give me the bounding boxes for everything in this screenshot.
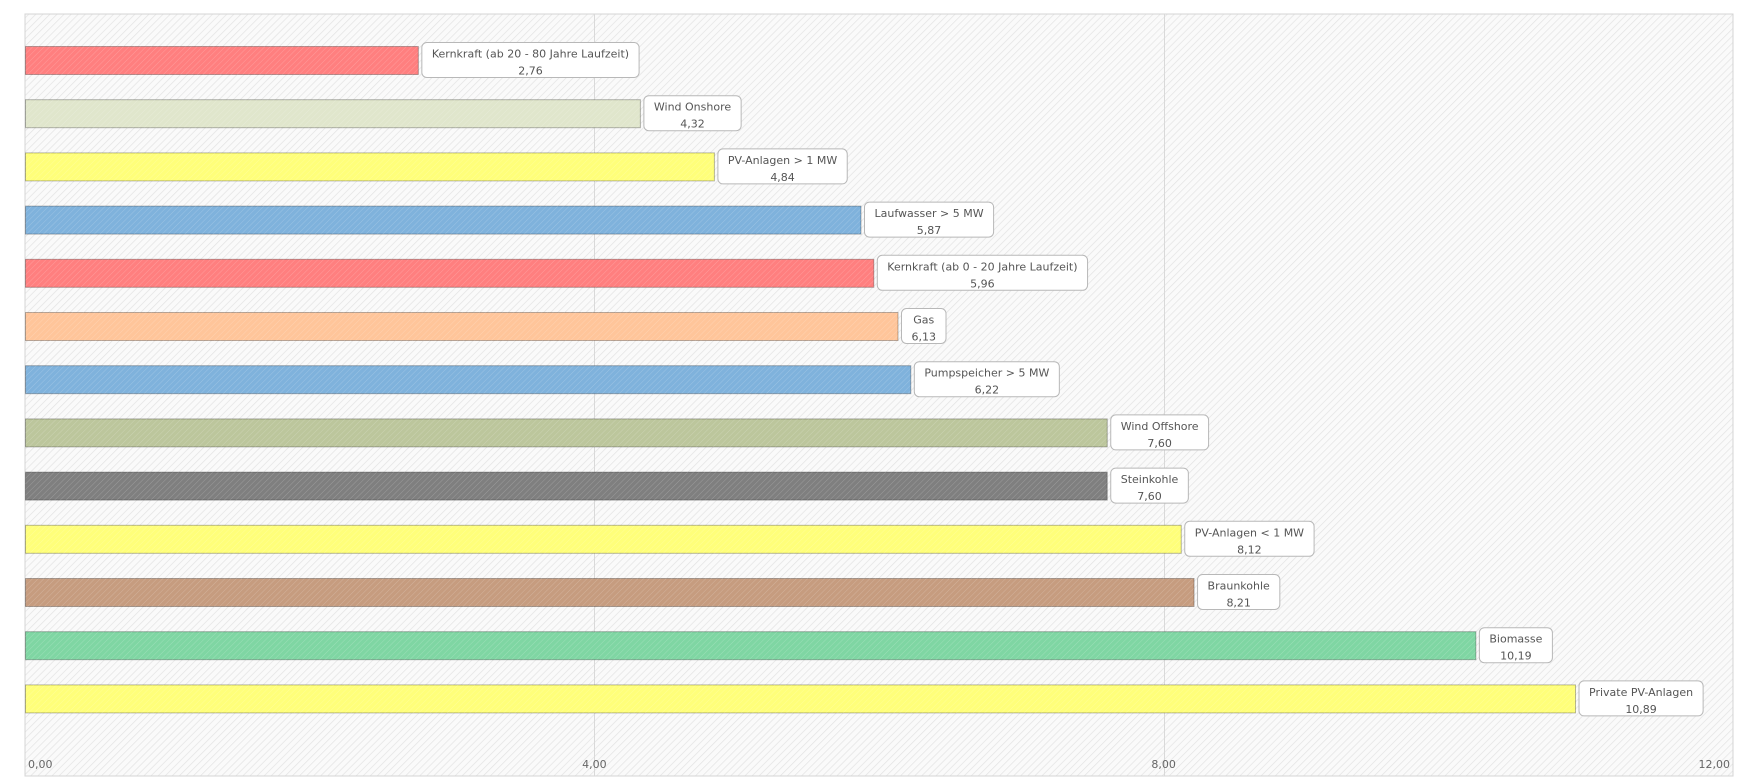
bar-value-label: 7,60	[1137, 490, 1162, 503]
bar-category-label: Gas	[913, 314, 934, 327]
bar-value-label: 7,60	[1147, 437, 1172, 450]
bar-category-label: Kernkraft (ab 0 - 20 Jahre Laufzeit)	[887, 260, 1077, 273]
bar-category-label: Steinkohle	[1121, 473, 1179, 486]
bar-value-label: 8,12	[1237, 543, 1262, 556]
bar-texture	[25, 46, 419, 75]
data-label-box	[1197, 574, 1281, 610]
data-label: Gas 6,13	[901, 308, 947, 344]
x-tick-label: 8,00	[1151, 758, 1176, 771]
data-label: Steinkohle 7,60	[1110, 467, 1189, 504]
bar-texture	[25, 684, 1576, 713]
bar-category-label: Biomasse	[1489, 633, 1542, 646]
x-axis: 0,00 4,00 8,00 12,00	[28, 758, 1730, 771]
bar-texture	[25, 152, 715, 181]
bar-category-label: Pumpspeicher > 5 MW	[924, 367, 1049, 380]
bar-texture	[25, 472, 1108, 501]
data-label-box	[1110, 467, 1189, 504]
data-label-box	[876, 254, 1089, 291]
data-label-box	[717, 148, 848, 185]
data-label-box	[1578, 680, 1704, 717]
bar-texture	[25, 578, 1195, 607]
bar-category-label: Laufwasser > 5 MW	[874, 207, 983, 220]
bar-value-label: 6,13	[912, 331, 937, 344]
data-label-box	[913, 361, 1060, 398]
bar-value-label: 5,96	[970, 277, 995, 290]
bar-value-label: 2,76	[518, 65, 543, 78]
data-label: Kernkraft (ab 20 - 80 Jahre Laufzeit) 2,7…	[421, 42, 640, 78]
bar-category-label: Kernkraft (ab 20 - 80 Jahre Laufzeit)	[432, 48, 629, 61]
bar-value-label: 10,89	[1625, 703, 1657, 716]
bar-value-label: 10,19	[1500, 650, 1532, 663]
data-label: Private PV-Anlagen 10,89	[1578, 680, 1704, 717]
data-label: PV-Anlagen < 1 MW 8,12	[1184, 520, 1315, 557]
data-label-box	[901, 308, 947, 344]
data-labels: Kernkraft (ab 20 - 80 Jahre Laufzeit) 2,7…	[421, 42, 1704, 717]
bar-category-label: Wind Offshore	[1121, 420, 1199, 433]
bar-category-label: Braunkohle	[1208, 580, 1270, 593]
data-label-box	[1110, 414, 1210, 451]
bar-category-label: PV-Anlagen > 1 MW	[728, 154, 837, 167]
data-label-box	[1184, 520, 1315, 557]
data-label: PV-Anlagen > 1 MW 4,84	[717, 148, 848, 185]
bar-value-label: 4,32	[680, 118, 705, 131]
bar-value-label: 6,22	[975, 384, 1000, 397]
data-label: Kernkraft (ab 0 - 20 Jahre Laufzeit) 5,96	[876, 254, 1089, 291]
x-tick-label: 12,00	[1699, 758, 1731, 771]
bar-value-label: 8,21	[1226, 597, 1251, 610]
bar-value-label: 4,84	[770, 171, 795, 184]
bar-category-label: Wind Onshore	[654, 101, 731, 114]
data-label-box	[643, 95, 742, 132]
bar-texture	[25, 206, 861, 235]
bar-texture	[25, 312, 899, 341]
bar-texture	[25, 418, 1108, 447]
bar-category-label: Private PV-Anlagen	[1589, 686, 1693, 699]
data-label: Biomasse 10,19	[1478, 627, 1553, 664]
bar-texture	[25, 525, 1182, 554]
bar-value-label: 5,87	[917, 224, 942, 237]
bar-texture	[25, 631, 1476, 660]
data-label-box	[421, 42, 640, 78]
bar-texture	[25, 259, 874, 288]
bar-texture	[25, 99, 641, 128]
x-tick-label: 4,00	[582, 758, 607, 771]
data-label: Wind Onshore 4,32	[643, 95, 742, 132]
bars	[25, 46, 1577, 714]
data-label: Laufwasser > 5 MW 5,87	[863, 201, 995, 238]
plot-area	[24, 13, 1734, 777]
data-label: Pumpspeicher > 5 MW 6,22	[913, 361, 1060, 398]
data-label: Braunkohle 8,21	[1197, 574, 1281, 610]
data-label-box	[863, 201, 995, 238]
bar-category-label: PV-Anlagen < 1 MW	[1195, 526, 1304, 539]
bar-texture	[25, 365, 911, 394]
data-label-box	[1478, 627, 1553, 664]
x-tick-label: 0,00	[28, 758, 53, 771]
data-label: Wind Offshore 7,60	[1110, 414, 1210, 451]
